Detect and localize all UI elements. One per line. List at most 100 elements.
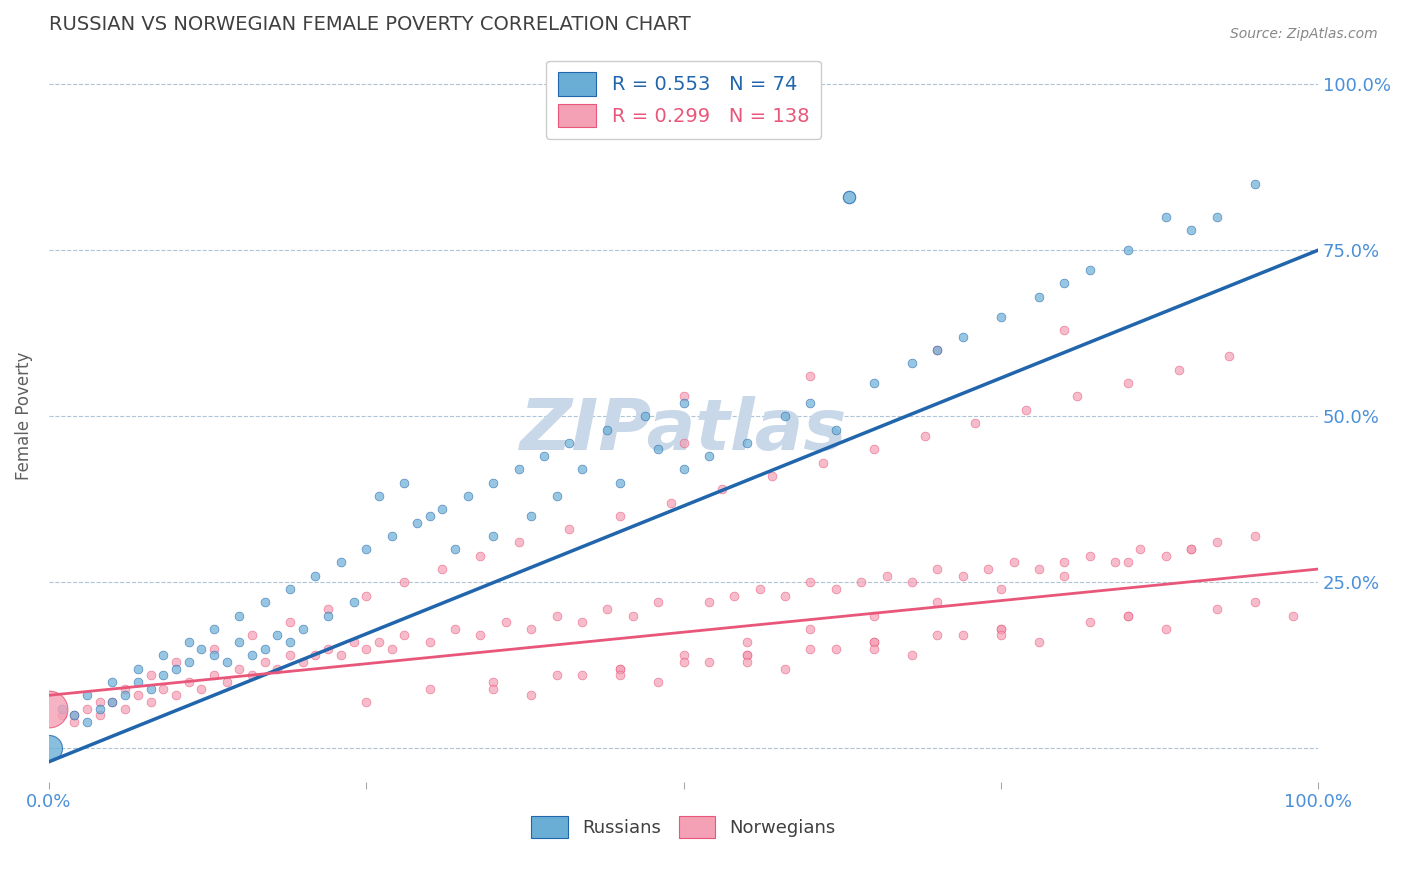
Point <box>609 508 631 523</box>
Point <box>824 423 846 437</box>
Point <box>202 668 225 682</box>
Point <box>520 688 543 702</box>
Point <box>101 695 124 709</box>
Point <box>914 429 936 443</box>
Point <box>278 582 301 596</box>
Point <box>990 582 1012 596</box>
Point <box>38 741 60 756</box>
Point <box>139 668 162 682</box>
Point <box>190 681 212 696</box>
Point <box>672 396 695 410</box>
Point <box>571 668 593 682</box>
Point <box>1028 635 1050 649</box>
Point <box>659 495 682 509</box>
Point <box>952 329 974 343</box>
Point <box>824 582 846 596</box>
Point <box>202 641 225 656</box>
Point <box>114 681 136 696</box>
Point <box>799 641 821 656</box>
Text: RUSSIAN VS NORWEGIAN FEMALE POVERTY CORRELATION CHART: RUSSIAN VS NORWEGIAN FEMALE POVERTY CORR… <box>49 15 690 34</box>
Point <box>240 628 263 642</box>
Point <box>571 462 593 476</box>
Point <box>609 662 631 676</box>
Point <box>990 628 1012 642</box>
Point <box>1205 602 1227 616</box>
Point <box>1078 615 1101 630</box>
Point <box>63 714 86 729</box>
Point <box>177 675 200 690</box>
Point <box>863 608 886 623</box>
Point <box>863 635 886 649</box>
Point <box>432 502 454 516</box>
Point <box>253 641 276 656</box>
Point <box>165 688 187 702</box>
Point <box>139 681 162 696</box>
Point <box>1243 529 1265 543</box>
Point <box>838 190 860 204</box>
Point <box>1028 290 1050 304</box>
Point <box>381 529 404 543</box>
Point <box>266 628 288 642</box>
Point <box>190 641 212 656</box>
Point <box>596 423 619 437</box>
Point <box>482 675 505 690</box>
Point <box>177 635 200 649</box>
Point <box>470 549 492 563</box>
Point <box>381 641 404 656</box>
Point <box>114 701 136 715</box>
Point <box>647 442 669 457</box>
Point <box>1243 595 1265 609</box>
Point <box>799 396 821 410</box>
Point <box>735 648 758 663</box>
Point <box>697 449 720 463</box>
Point <box>101 695 124 709</box>
Point <box>1116 556 1139 570</box>
Point <box>672 648 695 663</box>
Point <box>1116 243 1139 257</box>
Point <box>316 641 339 656</box>
Point <box>748 582 770 596</box>
Point <box>228 635 250 649</box>
Point <box>1180 542 1202 557</box>
Point <box>863 376 886 390</box>
Point <box>127 688 149 702</box>
Point <box>697 655 720 669</box>
Point <box>533 449 555 463</box>
Point <box>990 310 1012 324</box>
Point <box>672 389 695 403</box>
Point <box>165 662 187 676</box>
Point <box>621 608 644 623</box>
Text: ZIPatlas: ZIPatlas <box>520 396 848 466</box>
Point <box>1053 277 1076 291</box>
Point <box>723 589 745 603</box>
Point <box>1066 389 1088 403</box>
Point <box>546 608 568 623</box>
Point <box>329 648 352 663</box>
Point <box>1015 402 1038 417</box>
Point <box>278 615 301 630</box>
Point <box>278 648 301 663</box>
Point <box>202 648 225 663</box>
Point <box>76 714 98 729</box>
Point <box>1243 177 1265 191</box>
Point <box>419 681 441 696</box>
Point <box>316 602 339 616</box>
Point <box>735 635 758 649</box>
Point <box>240 668 263 682</box>
Point <box>368 635 391 649</box>
Point <box>927 343 949 357</box>
Point <box>1129 542 1152 557</box>
Point <box>901 575 924 590</box>
Point <box>1116 608 1139 623</box>
Point <box>508 462 530 476</box>
Point <box>520 508 543 523</box>
Point <box>356 589 378 603</box>
Point <box>1154 549 1177 563</box>
Point <box>495 615 517 630</box>
Point <box>89 708 111 723</box>
Point <box>901 356 924 370</box>
Point <box>863 641 886 656</box>
Point <box>558 522 581 536</box>
Point <box>927 595 949 609</box>
Point <box>419 635 441 649</box>
